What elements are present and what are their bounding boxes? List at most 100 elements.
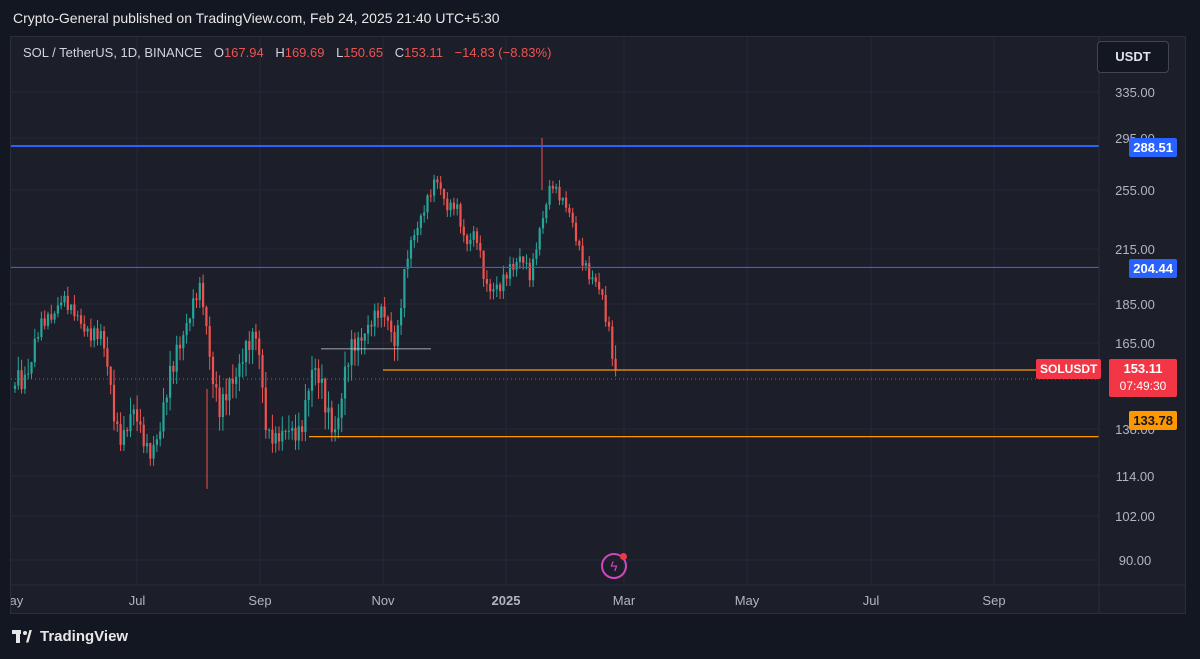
candle-body (482, 250, 485, 279)
candle-body (307, 390, 310, 401)
candle-body (416, 227, 419, 236)
candle-body (132, 409, 135, 415)
open-key: O (213, 45, 224, 60)
candle-body (228, 378, 231, 401)
time-tick-label: Jul (863, 593, 880, 608)
level-badge-288[interactable]: 288.51 (1129, 138, 1177, 157)
candle-body (152, 444, 155, 459)
candle-body (122, 430, 125, 445)
candle-body (409, 240, 413, 259)
price-tick-label: 335.00 (1115, 85, 1155, 100)
candle-body (76, 315, 79, 317)
candle-body (320, 378, 323, 383)
candle-body (548, 185, 551, 205)
candle-body (538, 228, 541, 250)
candle-body (258, 338, 261, 355)
price-tick-label: 215.00 (1115, 242, 1155, 257)
candle-body (60, 302, 63, 306)
candle-body (317, 368, 320, 383)
candle-body (314, 368, 317, 370)
candle-body (442, 188, 446, 199)
candle-body (568, 207, 571, 213)
candle-body (499, 284, 502, 292)
candle-body (165, 397, 168, 403)
candle-body (545, 204, 548, 219)
ohlc-legend: SOL / TetherUS, 1D, BINANCE O167.94 H169… (23, 45, 551, 60)
candle-body (116, 421, 119, 424)
candle-body (429, 195, 432, 197)
tradingview-logo-text: TradingView (40, 628, 129, 645)
candle-body (324, 378, 327, 413)
candle-body (406, 258, 409, 270)
candle-body (284, 430, 287, 432)
time-tick-label: May (11, 593, 24, 608)
candle-body (413, 235, 416, 241)
candle-body (386, 317, 389, 321)
candle-body (502, 274, 505, 292)
time-tick-label: 2025 (492, 593, 521, 608)
candle-body (172, 365, 175, 372)
candle-body (301, 426, 304, 433)
candle-body (66, 295, 69, 310)
candle-body (205, 307, 208, 327)
candle-body (611, 326, 614, 359)
candle-body (20, 370, 23, 390)
candle-body (297, 426, 300, 441)
price-chart[interactable]: 335.00295.00255.00215.00185.00165.00138.… (11, 37, 1186, 614)
time-tick-label: Nov (371, 593, 395, 608)
candle-body (390, 320, 393, 333)
candle-body (459, 204, 462, 227)
candle-body (17, 370, 20, 386)
candle-body (218, 387, 221, 418)
candle-body (350, 339, 353, 366)
candle-body (400, 308, 403, 326)
candle-body (327, 407, 330, 413)
high-key: H (275, 45, 285, 60)
candle-body (357, 337, 360, 351)
open-value: 167.94 (223, 45, 264, 60)
candle-body (274, 433, 277, 444)
level-badge-133[interactable]: 133.78 (1129, 411, 1177, 430)
candle-body (30, 362, 33, 374)
candle-body (396, 325, 399, 347)
symbol-price-tag: SOLUSDT (1036, 359, 1102, 379)
candle-body (73, 304, 76, 317)
candle-body (238, 363, 241, 377)
candle-body (561, 197, 564, 201)
candle-body (40, 318, 43, 337)
chart-panel[interactable]: 335.00295.00255.00215.00185.00165.00138.… (10, 36, 1186, 614)
candle-body (215, 384, 218, 388)
level-badge-204[interactable]: 204.44 (1129, 259, 1177, 278)
candle-body (56, 305, 59, 314)
candle-body (581, 245, 584, 266)
currency-button[interactable]: USDT (1097, 41, 1169, 73)
high-value: 169.69 (284, 45, 325, 60)
candle-body (340, 398, 343, 418)
candle-body (462, 226, 465, 236)
candle-body (598, 281, 601, 290)
time-tick-label: May (735, 593, 760, 608)
publish-text: Crypto-General published on TradingView.… (13, 10, 500, 26)
candle-body (439, 182, 442, 189)
candle-body (254, 331, 257, 339)
candle-body (155, 439, 158, 445)
candle-body (188, 318, 191, 324)
candle-body (423, 212, 426, 216)
change-value: −14.83 (−8.83%) (454, 45, 552, 60)
candle-body (353, 339, 356, 351)
tradingview-logo[interactable]: TradingView (12, 628, 128, 645)
low-value: 150.65 (343, 45, 384, 60)
candle-body (235, 376, 238, 384)
price-tick-label: 165.00 (1115, 336, 1155, 351)
candle-body (63, 295, 66, 303)
candle-body (393, 332, 396, 347)
candle-body (268, 429, 271, 431)
candle-body (99, 331, 102, 340)
candle-body (337, 417, 340, 430)
lightning-icon[interactable]: ϟ (601, 553, 627, 579)
candle-body (456, 204, 459, 209)
candle-body (225, 394, 228, 401)
candle-body (433, 179, 436, 196)
candle-body (46, 314, 50, 326)
candle-body (294, 427, 297, 441)
